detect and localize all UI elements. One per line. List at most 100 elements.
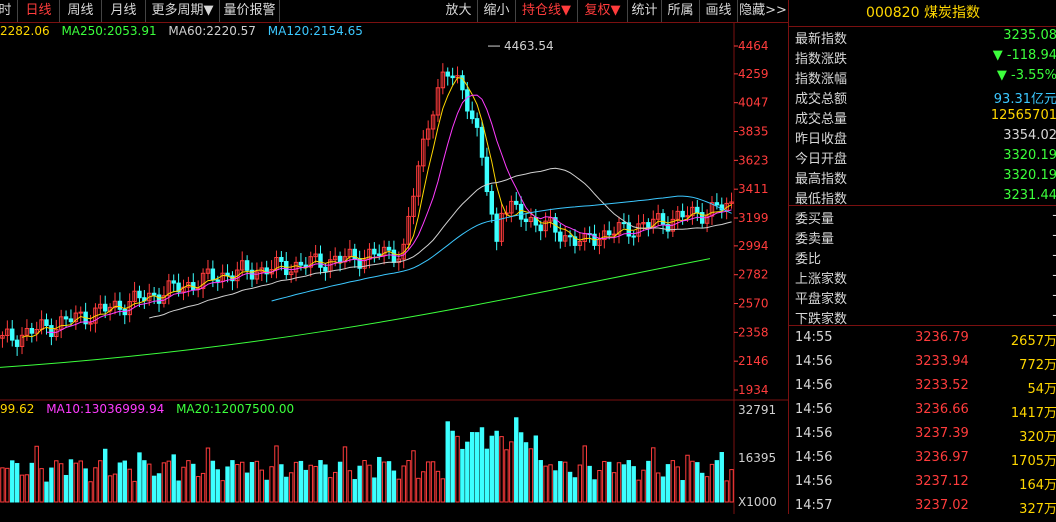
candle-body: [411, 195, 416, 217]
kline-svg[interactable]: 4464 4259 4047 3835 3623 3411 3199 2994 2782 2570…: [0, 22, 788, 514]
volume-bar: [416, 477, 421, 503]
candle-body: [690, 206, 695, 217]
zoom-out-button[interactable]: 缩小: [478, 0, 516, 22]
price-tick-label: 3835: [738, 125, 769, 139]
candle-body: [24, 328, 30, 336]
candle-body: [137, 290, 142, 299]
volume-bar: [567, 471, 573, 503]
volume-bar: [362, 460, 367, 503]
candle-body: [602, 230, 607, 241]
candle-body: [607, 230, 612, 236]
volume-bar: [587, 465, 592, 503]
candle-body: [543, 220, 548, 232]
volume-bar: [499, 436, 504, 503]
candle-body: [10, 328, 15, 341]
volume-bar: [562, 461, 568, 503]
belongs-button[interactable]: 所属: [662, 0, 700, 22]
volume-bar: [651, 447, 656, 503]
volume-bar: [337, 461, 343, 503]
candle-body: [572, 236, 578, 246]
volume-bar: [181, 466, 186, 503]
volume-bar: [469, 432, 475, 503]
candle-body: [68, 318, 74, 323]
volume-bar: [98, 460, 103, 503]
volume-bar: [445, 421, 450, 503]
volume-bar: [274, 445, 279, 503]
candle-body: [332, 255, 338, 261]
tick-volume: 164万: [1019, 478, 1056, 493]
zoom-in-button[interactable]: 放大: [440, 0, 478, 22]
candle-body: [127, 301, 132, 316]
candle-body: [651, 218, 656, 228]
volume-bar: [161, 462, 167, 503]
price-tick-label: 2358: [738, 325, 769, 339]
candle-body: [494, 213, 499, 242]
tab-intraday[interactable]: 分时: [0, 0, 18, 22]
volume-bar: [636, 479, 641, 503]
volume-bar: [93, 467, 98, 503]
stat-row: 指数涨幅 ▼ -3.55%: [795, 68, 1056, 88]
volume-bar: [665, 464, 671, 503]
candle-body: [249, 269, 255, 280]
candle-body: [14, 339, 20, 347]
tick-volume: 54万: [1027, 382, 1056, 397]
candle-body: [523, 218, 529, 223]
candle-body: [465, 89, 470, 112]
volume-bar: [215, 469, 220, 503]
volume-tick-label: X1000: [738, 495, 777, 509]
volume-bar: [191, 463, 196, 503]
volume-ma-legend: 99.62 MA10:13036999.94 MA20:12007500.00: [0, 402, 302, 416]
candle-body: [171, 280, 176, 284]
candle-body: [641, 222, 646, 225]
tab-daily[interactable]: 日线: [18, 0, 60, 22]
draw-line-button[interactable]: 画线: [700, 0, 738, 22]
candle-body: [78, 311, 83, 314]
more-periods-dropdown[interactable]: 更多周期▼: [146, 0, 220, 22]
statistics-button[interactable]: 统计: [628, 0, 662, 22]
order-row: 委比 -: [795, 248, 1056, 268]
volume-bar: [611, 472, 617, 503]
volume-bar: [724, 480, 729, 503]
volume-bar: [396, 478, 402, 503]
volume-bar: [39, 468, 44, 503]
volume-bar: [709, 463, 715, 503]
candle-body: [200, 272, 206, 290]
volume-bar: [279, 464, 284, 503]
order-row: 委卖量 -: [795, 228, 1056, 248]
tick-volume: 772万: [1019, 358, 1056, 373]
ma60-line: [149, 167, 732, 319]
volume-bar: [249, 462, 255, 503]
adjust-price-dropdown[interactable]: 复权▼: [578, 0, 628, 22]
volume-bar: [112, 473, 118, 503]
stat-value: 3354.02: [1003, 128, 1056, 143]
candle-body: [215, 279, 220, 282]
volume-bar: [597, 470, 602, 503]
candle-body: [660, 213, 666, 226]
volume-bar: [435, 470, 441, 503]
candle-body: [621, 222, 627, 225]
candle-body: [58, 316, 64, 330]
volume-bar: [142, 460, 147, 503]
price-tick-label: 3199: [738, 211, 769, 225]
candle-body: [445, 71, 450, 77]
volume-bar: [367, 464, 372, 503]
tab-weekly[interactable]: 周线: [60, 0, 102, 22]
tick-time: 14:57: [795, 498, 833, 513]
price-volume-alert-button[interactable]: 量价报警: [220, 0, 280, 22]
volume-bar: [127, 468, 132, 503]
stat-row: 今日开盘 3320.19: [795, 148, 1056, 168]
tab-monthly[interactable]: 月线: [102, 0, 146, 22]
quote-panel: 000820 煤炭指数 最新指数 3235.08 指数涨跌 ▼ -118.94 指数涨幅…: [788, 0, 1056, 517]
candle-body: [729, 201, 734, 204]
kline-chart-area[interactable]: 2282.06 MA250:2053.91 MA60:2220.57 MA120…: [0, 22, 788, 514]
ma250-label: MA250:2053.91: [61, 24, 157, 38]
candle-body: [49, 325, 54, 338]
tick-row: 14:56 3236.66 1417万: [795, 402, 1056, 426]
price-ma-legend: 2282.06 MA250:2053.91 MA60:2220.57 MA120…: [0, 24, 371, 38]
volume-bar: [641, 469, 646, 503]
candle-body: [401, 243, 406, 260]
position-line-dropdown[interactable]: 持仓线▼: [516, 0, 578, 22]
candle-body: [611, 233, 617, 236]
volume-bar: [195, 476, 201, 503]
hide-panel-button[interactable]: 隐藏>>: [739, 3, 787, 18]
